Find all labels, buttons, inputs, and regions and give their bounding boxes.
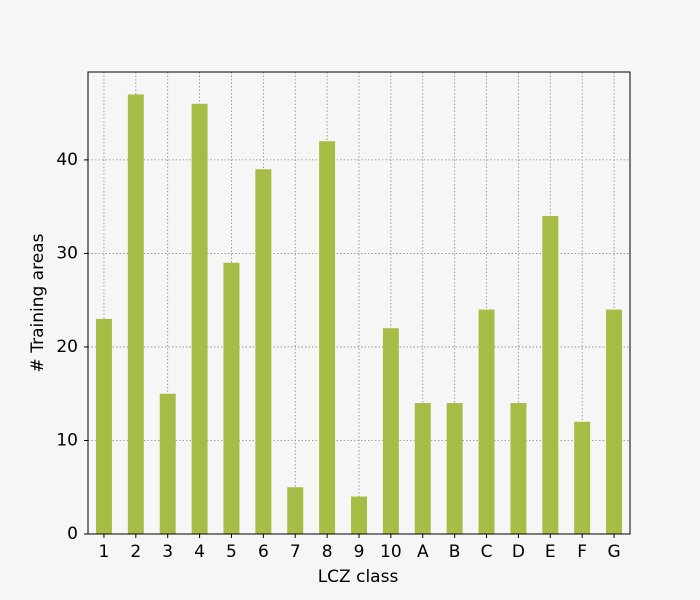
bar [606, 309, 623, 534]
bar [510, 403, 527, 534]
x-tick-label: 1 [99, 542, 110, 562]
x-tick-label: 8 [322, 542, 333, 562]
bar [287, 487, 304, 534]
x-tick-label: 2 [130, 542, 141, 562]
x-tick-label: B [449, 542, 461, 562]
bar [382, 328, 399, 534]
bar-layer [95, 94, 623, 534]
label-layer: 0 10 20 30 40 1 2 3 4 5 6 7 8 9 10 A B C D E F G [56, 150, 620, 562]
bar [574, 421, 591, 534]
x-tick-label: 10 [380, 542, 402, 562]
x-tick-label: 3 [162, 542, 173, 562]
x-tick-label: 7 [290, 542, 301, 562]
bar [127, 94, 144, 534]
bar [478, 309, 495, 534]
x-tick-label: 6 [258, 542, 269, 562]
x-tick-label: 5 [226, 542, 237, 562]
bar [95, 318, 112, 534]
x-tick-label: D [512, 542, 525, 562]
y-tick-label: 40 [56, 150, 78, 170]
bar [446, 403, 463, 534]
y-tick-label: 30 [56, 243, 78, 263]
x-tick-label: G [607, 542, 620, 562]
x-tick-label: F [577, 542, 587, 562]
bar [414, 403, 431, 534]
bar [223, 262, 240, 534]
x-tick-label: E [545, 542, 556, 562]
bar [191, 103, 208, 534]
bar [255, 169, 272, 534]
x-tick-label: 4 [194, 542, 205, 562]
x-tick-label: 9 [354, 542, 365, 562]
bar [351, 496, 367, 534]
bar [319, 141, 336, 534]
x-axis-label: LCZ class [318, 567, 399, 587]
bar [159, 393, 176, 534]
x-tick-label: C [481, 542, 493, 562]
y-tick-label: 0 [67, 524, 78, 544]
x-tick-label: A [417, 542, 429, 562]
y-tick-label: 20 [56, 337, 78, 357]
bar [542, 216, 559, 534]
y-tick-label: 10 [56, 430, 78, 450]
y-axis-label: # Training areas [28, 233, 48, 372]
